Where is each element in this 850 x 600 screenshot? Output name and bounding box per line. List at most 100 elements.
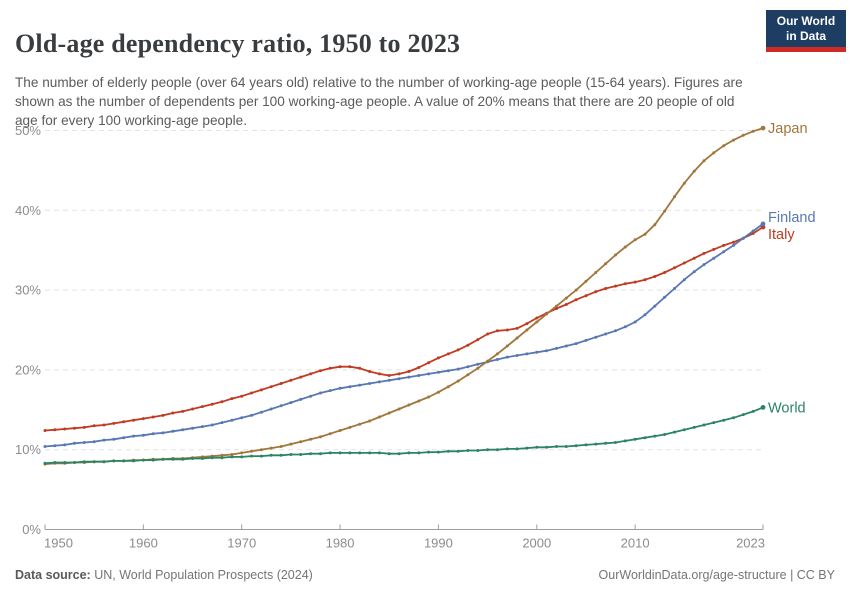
data-point	[387, 374, 391, 377]
data-point	[73, 441, 76, 445]
series-label-italy[interactable]: Italy	[768, 227, 795, 243]
data-point	[407, 375, 411, 379]
data-point	[220, 456, 224, 460]
owid-logo[interactable]: Our World in Data	[766, 10, 846, 52]
data-point	[633, 238, 637, 242]
data-point	[368, 419, 372, 423]
x-tick-label: 2000	[522, 536, 551, 551]
data-point	[151, 458, 155, 462]
data-point	[515, 336, 519, 340]
data-point	[515, 447, 519, 451]
data-point	[318, 369, 322, 373]
data-point	[377, 372, 381, 376]
owid-logo-stripe	[766, 47, 846, 52]
data-source-label: Data source:	[15, 568, 91, 582]
data-point	[102, 438, 106, 442]
series-label-japan[interactable]: Japan	[768, 121, 808, 137]
data-point	[732, 138, 735, 142]
data-point	[387, 378, 391, 382]
series-label-finland[interactable]: Finland	[768, 210, 816, 226]
data-point	[230, 418, 234, 422]
data-point	[623, 282, 627, 286]
data-point	[348, 365, 352, 369]
data-point	[269, 453, 273, 457]
series-line-japan[interactable]	[44, 127, 764, 465]
data-point	[574, 288, 578, 292]
data-source-value: UN, World Population Prospects (2024)	[90, 568, 313, 582]
data-point	[358, 422, 362, 426]
data-point	[289, 401, 293, 405]
data-point	[673, 195, 676, 199]
data-point	[466, 373, 470, 377]
data-point	[102, 460, 106, 464]
data-point	[584, 294, 588, 298]
data-point	[436, 370, 440, 374]
data-point	[712, 421, 716, 425]
data-point	[466, 449, 470, 452]
data-point	[682, 181, 686, 185]
data-point	[476, 362, 480, 366]
data-point	[338, 365, 342, 369]
data-point	[614, 441, 617, 444]
data-point	[43, 429, 47, 432]
data-point	[495, 352, 499, 356]
data-point	[309, 437, 313, 441]
page-title: Old-age dependency ratio, 1950 to 2023	[15, 29, 461, 59]
data-point	[564, 296, 568, 300]
data-point	[53, 461, 57, 464]
x-tick-label: 1960	[129, 536, 158, 551]
y-tick-label: 30%	[15, 283, 41, 298]
owid-logo-line2: in Data	[785, 29, 826, 43]
data-point	[427, 395, 431, 399]
data-point	[151, 432, 155, 436]
series-line-italy[interactable]	[44, 226, 764, 432]
x-tick-label: 1980	[326, 536, 355, 551]
data-point	[741, 413, 745, 417]
data-point	[466, 365, 470, 369]
data-point	[760, 221, 766, 227]
x-axis-ticks: 1950 1960 1970 1980 1990 2000 2010 2023	[44, 524, 765, 551]
owid-license-link[interactable]: OurWorldinData.org/age-structure | CC BY	[598, 568, 835, 582]
x-tick-label: 2023	[736, 536, 765, 551]
series-line-world[interactable]	[44, 406, 764, 465]
data-point	[732, 416, 735, 420]
data-point	[564, 445, 568, 448]
data-point	[692, 270, 696, 274]
series-line-finland[interactable]	[44, 223, 764, 448]
series-italy	[43, 224, 766, 432]
data-point	[92, 424, 96, 428]
data-point	[594, 271, 598, 274]
data-point	[682, 428, 686, 432]
data-point	[741, 236, 745, 240]
data-point	[377, 415, 381, 419]
data-point	[397, 407, 401, 411]
x-tick-label: 1990	[424, 536, 453, 551]
data-point	[525, 352, 529, 356]
data-point	[328, 389, 332, 393]
data-point	[397, 377, 401, 381]
data-point	[417, 399, 421, 403]
data-point	[417, 366, 421, 369]
data-point	[643, 232, 647, 236]
data-point	[633, 280, 637, 284]
series-label-world[interactable]: World	[768, 400, 806, 416]
data-point	[505, 355, 509, 359]
data-point	[161, 431, 165, 435]
data-point	[505, 447, 509, 451]
data-point	[240, 451, 244, 455]
data-point	[299, 397, 303, 401]
data-point	[456, 449, 460, 453]
series-japan	[43, 125, 766, 466]
data-point	[525, 328, 529, 332]
data-point	[564, 303, 568, 306]
data-point	[446, 449, 450, 453]
data-point	[387, 452, 391, 456]
data-point	[604, 332, 608, 336]
data-point	[614, 284, 617, 288]
data-point	[682, 278, 686, 282]
data-point	[722, 144, 726, 148]
data-point	[476, 366, 480, 370]
data-point	[486, 448, 490, 452]
data-point	[171, 429, 175, 433]
